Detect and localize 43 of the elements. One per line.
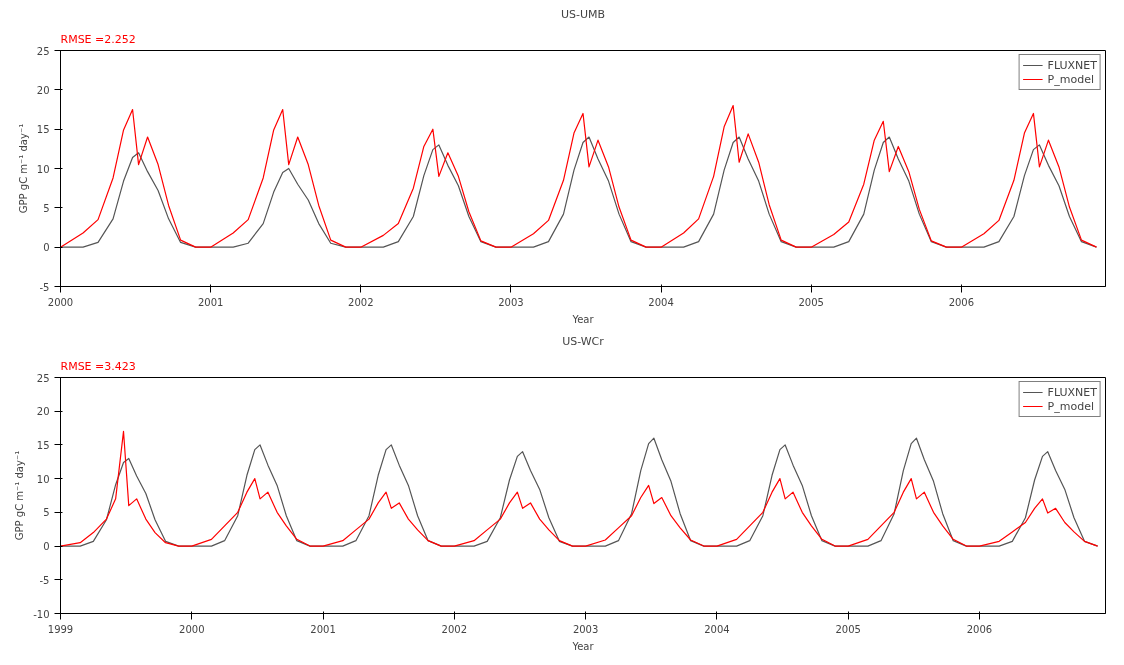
legend-label: P_model	[1047, 72, 1094, 86]
x-tick-label: 2006	[948, 296, 975, 308]
x-tick-label: 2002	[441, 623, 468, 635]
x-tick-label: 2005	[835, 623, 861, 635]
y-tick-label: 20	[36, 84, 50, 96]
y-tick-label: -5	[39, 574, 50, 586]
x-tick-label: 2004	[704, 623, 730, 635]
x-tick-label: 2002	[348, 296, 374, 308]
y-tick-label: 10	[36, 163, 50, 175]
y-tick-label: 25	[36, 45, 50, 57]
y-tick-label: 15	[36, 124, 50, 136]
x-tick-label: 2001	[310, 623, 336, 635]
x-tick-label: 2006	[966, 623, 993, 635]
y-tick-label: 5	[43, 202, 50, 214]
x-tick-label: 2003	[498, 296, 524, 308]
y-axis-title: GPP gC m⁻¹ day⁻¹	[17, 123, 29, 214]
y-tick-label: 20	[36, 406, 50, 418]
x-axis-title: Year	[571, 313, 595, 325]
x-tick-label: 1999	[47, 623, 74, 635]
y-tick-label: -10	[33, 608, 50, 620]
line-series	[60, 104, 1098, 248]
y-tick-label: 10	[36, 473, 50, 485]
x-tick-label: 2000	[179, 623, 205, 635]
legend-label: FLUXNET	[1047, 385, 1097, 399]
y-tick-label: 25	[36, 372, 50, 384]
y-tick-label: 0	[43, 541, 50, 553]
y-tick-label: 0	[43, 242, 50, 254]
x-tick-label: 2004	[648, 296, 674, 308]
y-tick-label: 15	[36, 439, 50, 451]
y-axis-title: GPP gC m⁻¹ day⁻¹	[14, 450, 26, 541]
text: RMSE =3.423	[60, 359, 136, 373]
y-tick-label: 5	[43, 507, 50, 519]
x-tick-label: 2003	[572, 623, 599, 635]
text: RMSE =2.252	[60, 32, 136, 46]
x-tick-label: 2001	[197, 296, 224, 308]
chart-title: US-UMB	[560, 7, 606, 21]
x-axis-title: Year	[571, 640, 595, 652]
legend-label: P_model	[1047, 399, 1094, 413]
x-tick-label: 2005	[798, 296, 824, 308]
y-tick-label: -5	[39, 281, 50, 293]
x-tick-label: 2000	[47, 296, 74, 308]
legend-label: FLUXNET	[1047, 58, 1097, 72]
chart-title: US-WCr	[562, 334, 605, 348]
